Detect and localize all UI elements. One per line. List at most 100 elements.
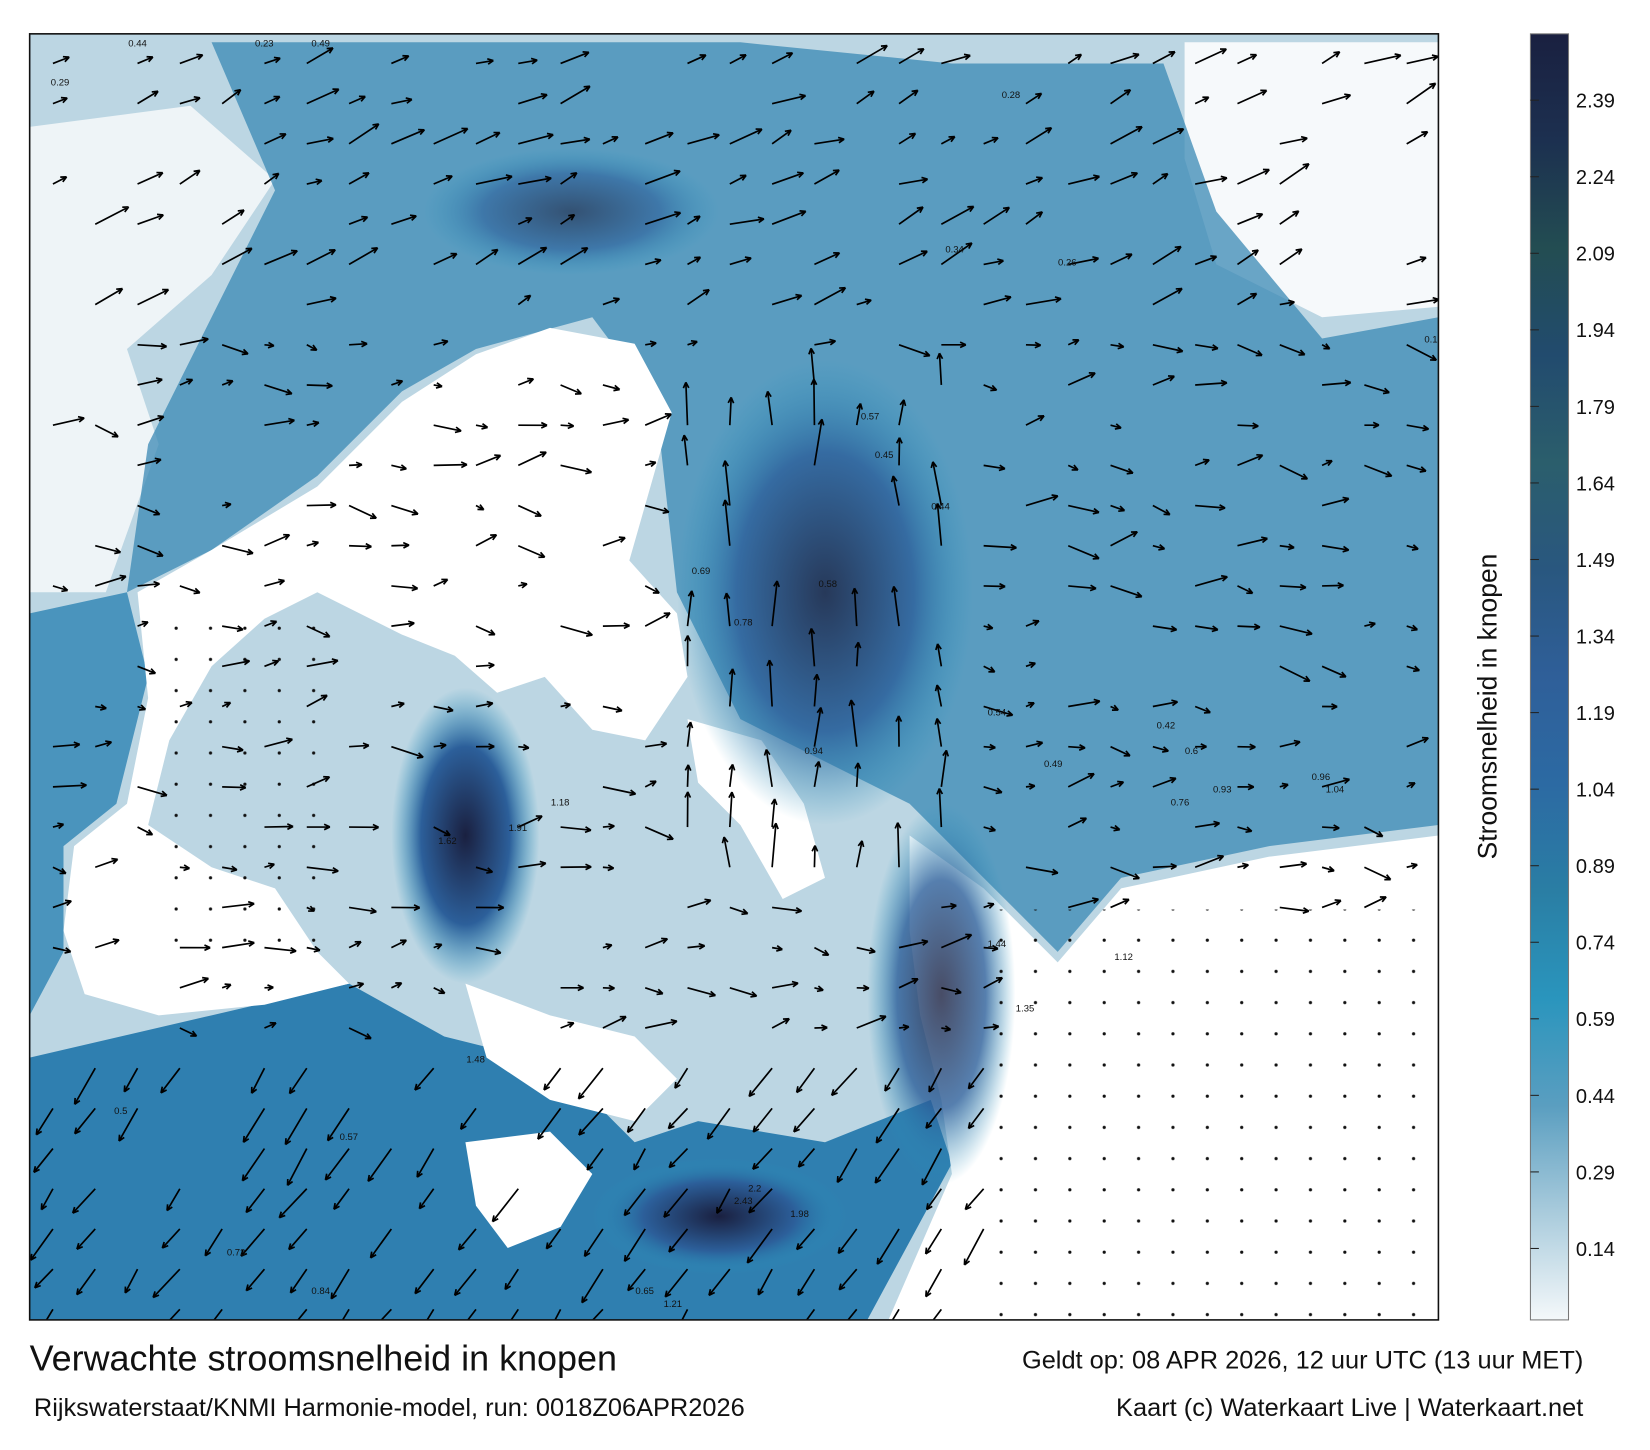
- current-arrow: [1025, 296, 1062, 306]
- current-arrow: [278, 1188, 308, 1219]
- current-arrow: [137, 213, 164, 226]
- current-arrow: [433, 424, 462, 434]
- current-arrow: [475, 700, 494, 708]
- current-arrow: [94, 287, 124, 306]
- current-arrow: [1110, 504, 1126, 513]
- current-arrow: [137, 171, 164, 185]
- speed-label: 0.29: [51, 77, 70, 88]
- land-mid: [687, 719, 825, 899]
- current-arrow: [771, 980, 799, 989]
- current-arrow: [222, 940, 255, 949]
- current-arrow: [560, 702, 571, 709]
- current-arrow: [349, 340, 368, 348]
- current-arrow: [306, 775, 331, 788]
- current-arrow: [663, 1188, 689, 1218]
- current-arrow: [179, 95, 201, 105]
- current-arrow: [935, 643, 943, 667]
- current-arrow: [1195, 625, 1219, 633]
- current-arrow: [856, 1015, 887, 1029]
- current-arrow: [1025, 661, 1036, 669]
- current-arrow: [684, 764, 692, 787]
- current-arrow: [728, 668, 736, 707]
- current-arrow: [560, 51, 590, 65]
- current-arrow: [766, 659, 774, 707]
- current-arrow: [1321, 865, 1335, 873]
- current-arrow: [241, 1148, 266, 1182]
- current-arrow: [1364, 896, 1387, 909]
- colorbar-tick-label: 0.74: [1576, 933, 1615, 955]
- current-arrow: [1068, 897, 1099, 909]
- current-arrow: [686, 721, 694, 747]
- current-arrow: [898, 977, 919, 989]
- current-arrow: [349, 823, 379, 831]
- current-arrow: [748, 1067, 773, 1098]
- current-arrow: [1406, 624, 1418, 632]
- current-arrow: [1279, 665, 1311, 682]
- current-arrow: [936, 352, 944, 386]
- current-arrow: [771, 52, 794, 65]
- current-arrow: [391, 54, 410, 65]
- current-arrow: [348, 906, 377, 915]
- current-arrow: [306, 382, 333, 390]
- current-arrow: [1237, 536, 1268, 547]
- current-arrow: [898, 399, 907, 426]
- current-arrow: [73, 1067, 96, 1105]
- current-arrow: [537, 1107, 562, 1140]
- current-arrow: [306, 178, 323, 186]
- current-arrow: [326, 1107, 350, 1142]
- current-arrow: [1237, 623, 1261, 631]
- current-arrow: [602, 297, 621, 306]
- current-arrow: [1321, 50, 1341, 65]
- map-area: 0.44 0.29 0.5 0.73 0.84 0.57 1.91 1.62 1.18 1.48 2…: [29, 33, 1439, 1320]
- current-arrow: [667, 1107, 689, 1130]
- current-arrow: [681, 434, 689, 466]
- current-arrow: [518, 581, 528, 589]
- current-arrow: [890, 475, 900, 506]
- current-arrow: [644, 504, 670, 515]
- current-arrow: [1321, 496, 1350, 507]
- current-arrow: [1025, 740, 1044, 748]
- current-arrow: [797, 1268, 816, 1296]
- current-arrow: [240, 1228, 266, 1257]
- current-arrow: [645, 740, 668, 748]
- current-arrow: [721, 836, 731, 868]
- current-arrow: [1110, 585, 1143, 599]
- current-arrow: [722, 460, 731, 506]
- current-arrow: [941, 341, 967, 349]
- current-arrow: [644, 413, 672, 426]
- current-arrow: [1279, 343, 1306, 356]
- current-arrow: [349, 461, 363, 469]
- current-arrow: [983, 295, 1012, 306]
- current-arrow: [771, 945, 783, 952]
- speed-label: 0.84: [311, 1286, 330, 1297]
- current-arrow: [687, 942, 706, 950]
- current-arrow: [222, 900, 255, 909]
- current-arrow: [851, 587, 859, 627]
- current-arrow: [757, 1268, 773, 1296]
- current-arrow: [475, 904, 505, 912]
- current-arrow: [517, 451, 547, 467]
- current-arrow: [752, 1147, 773, 1170]
- current-arrow: [874, 1148, 900, 1184]
- current-arrow: [264, 984, 274, 992]
- current-arrow: [854, 641, 862, 667]
- current-arrow: [1194, 705, 1211, 714]
- current-arrow: [1067, 339, 1080, 346]
- current-arrow: [1152, 862, 1177, 870]
- current-arrow: [341, 1308, 350, 1320]
- model-source: Rijkswaterstaat/KNMI Harmonie-model, run…: [34, 1394, 745, 1422]
- current-arrow: [560, 826, 592, 834]
- current-arrow: [681, 1308, 689, 1320]
- speed-label: 1.18: [551, 797, 570, 808]
- current-arrow: [983, 384, 998, 392]
- speed-label: 0.58: [819, 579, 838, 590]
- current-arrow: [391, 214, 417, 226]
- current-arrow: [644, 780, 657, 788]
- current-arrow: [76, 1228, 96, 1250]
- current-arrow: [391, 939, 408, 949]
- current-arrow: [349, 742, 370, 750]
- current-arrow: [391, 128, 426, 145]
- current-arrow: [772, 906, 803, 914]
- current-arrow: [602, 984, 615, 992]
- current-arrow: [814, 286, 847, 306]
